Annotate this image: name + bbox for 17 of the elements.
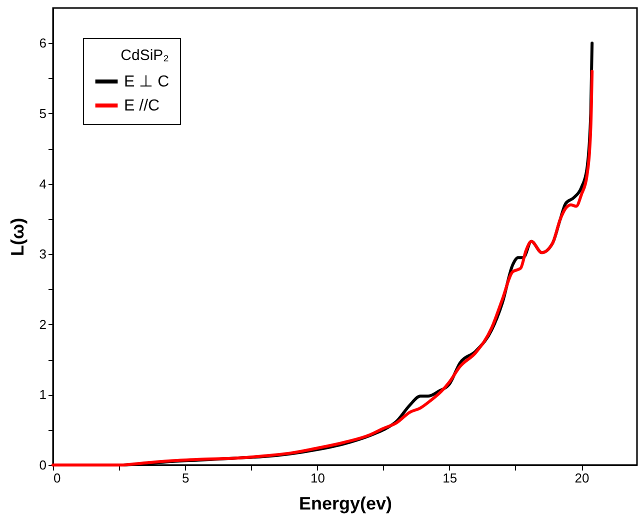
y-tick-label: 4 [39,176,46,192]
x-tick-label: 0 [54,470,61,486]
x-axis-title: Energy(ev) [298,494,392,514]
y-tick-label: 0 [39,458,46,472]
legend-label: E //C [124,98,160,114]
y-tick-label: 3 [39,246,46,262]
y-tick-label: 2 [39,316,46,332]
x-tick-label: 20 [574,470,590,486]
x-tick-label: 15 [442,470,458,486]
legend-label: E ⊥ C [124,74,170,90]
y-tick-label: 1 [39,387,46,402]
x-tick-label: 10 [310,470,325,486]
y-axis-title: L(ω) [7,218,28,256]
x-tick-label: 5 [182,470,190,486]
y-tick-label: 6 [39,36,46,51]
legend-title: CdSiP₂ [120,47,170,64]
y-tick-label: 5 [39,106,46,121]
